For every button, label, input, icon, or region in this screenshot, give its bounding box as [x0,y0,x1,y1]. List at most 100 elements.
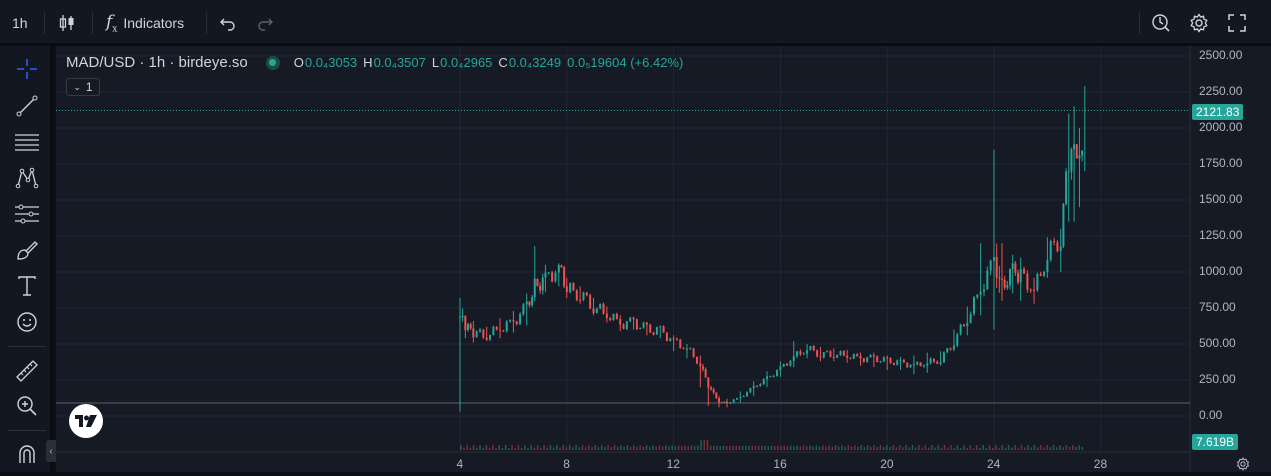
candle-body [665,332,668,341]
candle-body [919,362,922,367]
volume-bar [1007,445,1010,450]
indicators-button[interactable]: fx Indicators [106,0,184,46]
candle-body [912,364,915,366]
candle-body [756,385,759,387]
candle-body [979,291,982,295]
volume-bar [1023,447,1026,450]
brush-tool[interactable] [10,235,44,265]
undo-button[interactable] [219,0,237,46]
volume-bar [581,445,584,450]
candle-body [1065,171,1068,205]
undo-icon [220,18,235,31]
text-tool[interactable] [10,271,44,301]
volume-bar [607,445,609,450]
volume-bar [623,446,625,450]
volume-bar [1046,445,1048,450]
volume-bar [524,445,526,450]
chevron-down-icon: ⌄ [73,81,81,92]
volume-bar [1004,447,1007,450]
interval-button[interactable]: 1h [12,0,28,46]
replay-button[interactable] [1151,0,1171,46]
candle-body [899,359,902,361]
forecast-tool[interactable] [10,199,44,229]
candle-body [792,356,795,361]
volume-bar [540,447,542,450]
emoji-tool[interactable] [10,307,44,337]
volume-bar [690,445,693,450]
candle-body [541,277,544,291]
candle-body [632,317,635,320]
chart-type-button[interactable] [58,0,76,46]
volume-bar [552,447,555,450]
redo-icon [258,18,273,31]
trend-line-tool[interactable] [10,91,44,121]
volume-bar [1039,445,1042,450]
candle-body [729,402,732,404]
volume-bar [665,445,667,450]
candle-body [525,301,528,305]
candle-body [896,360,899,365]
candle-body [1026,273,1029,290]
studies-toggle[interactable]: ⌄ 1 [66,78,100,96]
volume-bar [681,446,683,450]
sidebar-divider [8,430,46,431]
symbol-title[interactable]: MAD/USD · 1h · birdeye.so [66,54,248,71]
candle-body [595,308,598,314]
volume-bar [979,447,981,450]
candle-body [505,321,508,332]
volume-bar [966,447,968,450]
volume-bar [684,445,686,450]
candle-body [976,294,979,298]
candle-body [1056,242,1059,252]
crosshair-tool[interactable] [10,54,44,84]
candle-body [832,356,835,358]
fullscreen-button[interactable] [1228,0,1246,46]
candle-body [882,357,885,362]
volume-bar [1014,445,1016,450]
measure-tool[interactable] [10,356,44,386]
volume-bar [1071,445,1074,450]
candle-body [528,301,531,306]
magnet-tool[interactable] [10,439,44,469]
candle-body [993,257,995,261]
volume-bar [693,446,696,450]
settings-button[interactable] [1189,0,1209,46]
candle-body [629,317,632,322]
volume-bar [1055,447,1058,450]
candle-body [1001,278,1004,280]
pattern-tool[interactable] [10,163,44,193]
candle-body [962,324,965,327]
volume-bar [530,445,532,450]
volume-bar [748,445,750,450]
volume-bar [677,445,680,450]
redo-button[interactable] [256,0,274,46]
candle-body [515,321,518,325]
candle-body [1011,263,1014,269]
candle-body [544,272,547,278]
volume-bar [857,446,859,450]
candle-body [602,303,605,314]
volume-bar [1036,447,1039,450]
candle-body [539,285,542,291]
volume-bar [600,445,603,450]
candle-body [475,331,478,338]
volume-bar [716,445,718,450]
price-tick-label: 1250.00 [1199,228,1243,242]
collapse-sidebar-button[interactable]: ‹ [46,440,56,462]
volume-bar [879,445,882,450]
volume-bar [956,445,959,450]
candle-body [879,361,882,363]
settings-corner-button[interactable] [1236,457,1250,476]
candle-body [672,338,675,340]
volume-bar [802,445,805,450]
fib-tool[interactable] [10,127,44,157]
volume-bar [533,447,536,450]
tradingview-logo[interactable] [69,404,103,438]
candle-body [1081,150,1084,156]
zoom-in-icon [17,396,37,416]
zoom-tool[interactable] [10,391,44,421]
candle-body [849,357,852,359]
candle-body [1033,289,1036,291]
volume-bar [825,446,827,450]
